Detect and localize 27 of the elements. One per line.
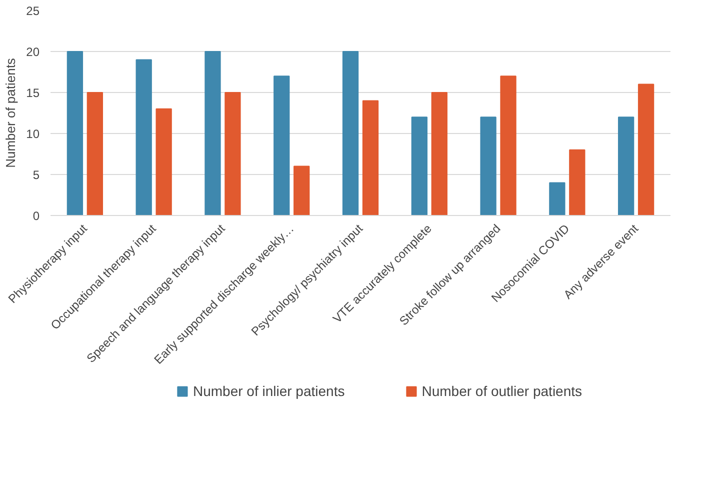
y-tick-label: 5 xyxy=(32,168,40,182)
bar xyxy=(362,100,379,216)
y-tick-label: 20 xyxy=(26,45,40,59)
bar xyxy=(204,51,221,216)
y-tick-label: 10 xyxy=(26,127,40,141)
y-tick-label: 15 xyxy=(26,86,40,100)
bar xyxy=(569,149,586,216)
bar xyxy=(224,92,241,216)
bar xyxy=(431,92,448,216)
bar xyxy=(86,92,104,216)
bar xyxy=(411,116,428,216)
bar xyxy=(549,182,566,216)
bar xyxy=(618,116,634,216)
legend-label: Number of outlier patients xyxy=(422,383,582,399)
y-tick-label: 0 xyxy=(32,209,40,223)
bar xyxy=(136,59,152,216)
bar xyxy=(274,76,290,216)
y-tick-label: 25 xyxy=(26,4,40,18)
bar xyxy=(342,51,359,216)
legend-label: Number of inlier patients xyxy=(192,383,345,399)
bar xyxy=(294,166,310,216)
bar xyxy=(156,108,172,216)
y-axis-title: Number of patients xyxy=(3,58,18,168)
bar xyxy=(66,51,84,216)
bar xyxy=(500,76,516,216)
bar xyxy=(638,84,654,216)
bar xyxy=(480,116,496,216)
